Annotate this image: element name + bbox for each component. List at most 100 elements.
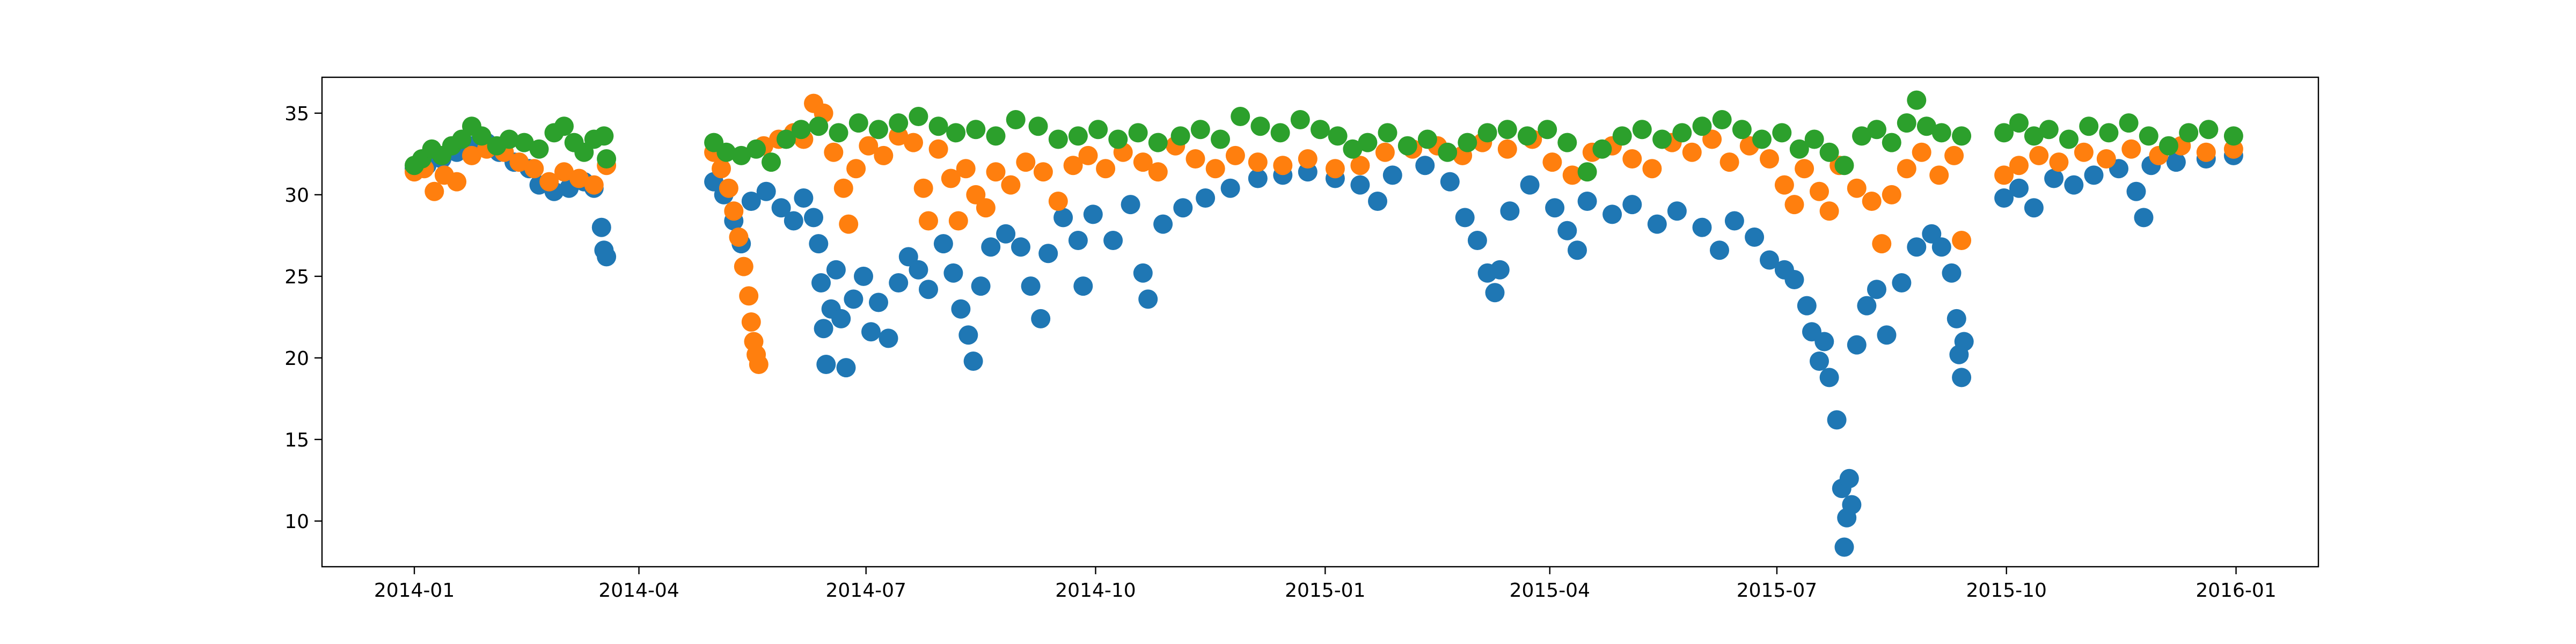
- data-point: [861, 322, 881, 342]
- data-point: [597, 149, 617, 169]
- data-point: [909, 260, 928, 280]
- data-point: [1440, 172, 1460, 192]
- data-point: [1068, 231, 1088, 250]
- data-point: [2096, 149, 2116, 169]
- data-point: [879, 328, 898, 348]
- data-point: [1382, 165, 1402, 185]
- data-point: [1819, 201, 1839, 221]
- data-point: [1121, 195, 1140, 215]
- data-point: [2024, 198, 2044, 218]
- data-point: [1931, 123, 1951, 143]
- data-point: [1745, 227, 1765, 247]
- data-point: [809, 116, 829, 136]
- data-point: [1273, 156, 1293, 175]
- data-point: [1931, 237, 1951, 257]
- data-point: [1021, 276, 1041, 296]
- data-point: [1882, 185, 1901, 204]
- data-point: [1358, 133, 1378, 152]
- data-point: [2166, 152, 2186, 172]
- data-point: [848, 113, 868, 133]
- data-point: [554, 162, 574, 182]
- data-point: [833, 178, 853, 198]
- x-tick-label: 2014-10: [1055, 580, 1136, 602]
- data-point: [1692, 217, 1712, 237]
- data-point: [1929, 165, 1949, 185]
- data-point: [1622, 149, 1642, 169]
- data-point: [1632, 120, 1652, 140]
- data-point: [1096, 159, 1116, 179]
- data-point: [1490, 260, 1510, 280]
- data-point: [1592, 139, 1612, 159]
- data-point: [1577, 192, 1597, 211]
- data-point: [2179, 123, 2199, 143]
- data-point: [1842, 495, 1862, 515]
- data-point: [1053, 208, 1073, 228]
- data-point: [1622, 195, 1642, 215]
- data-point: [1877, 325, 1897, 345]
- data-point: [1760, 250, 1779, 270]
- y-tick-label: 30: [284, 185, 309, 207]
- data-point: [919, 280, 938, 299]
- data-point: [1173, 198, 1193, 218]
- data-point: [2079, 116, 2099, 136]
- data-point: [1477, 123, 1497, 143]
- data-point: [1001, 175, 1021, 195]
- data-point: [2199, 120, 2219, 140]
- data-point: [1063, 156, 1083, 175]
- data-point: [2119, 113, 2139, 133]
- data-point: [1922, 224, 1942, 244]
- data-point: [941, 169, 961, 188]
- data-point: [946, 123, 966, 143]
- data-point: [756, 181, 776, 201]
- data-point: [594, 126, 614, 146]
- x-tick-label: 2014-01: [374, 580, 455, 602]
- data-point: [509, 152, 529, 172]
- data-point: [554, 116, 574, 136]
- data-point: [1078, 145, 1098, 165]
- data-point: [771, 198, 791, 218]
- x-tick-label: 2014-04: [598, 580, 679, 602]
- data-point: [1343, 139, 1363, 159]
- data-point: [1810, 352, 1829, 371]
- data-point: [1497, 139, 1517, 159]
- data-point: [447, 172, 467, 192]
- x-tick-label: 2015-07: [1737, 580, 1817, 602]
- data-point: [958, 325, 978, 345]
- data-point: [529, 139, 549, 159]
- data-point: [1205, 159, 1225, 179]
- data-point: [2159, 136, 2178, 156]
- data-point: [2029, 145, 2049, 165]
- data-point: [1138, 289, 1158, 309]
- data-point: [741, 312, 761, 332]
- data-point: [1994, 123, 2014, 143]
- data-point: [951, 299, 971, 319]
- y-tick-label: 15: [284, 429, 309, 451]
- y-tick-label: 25: [284, 266, 309, 288]
- data-point: [1011, 237, 1030, 257]
- data-point: [986, 126, 1006, 146]
- data-point: [2121, 139, 2141, 159]
- data-point: [1897, 113, 1916, 133]
- y-tick-label: 35: [284, 103, 309, 125]
- data-point: [1804, 129, 1824, 149]
- x-tick-label: 2015-10: [1966, 580, 2047, 602]
- series-3: [405, 90, 2243, 182]
- data-point: [1048, 192, 1068, 211]
- data-point: [1248, 152, 1268, 172]
- data-point: [569, 169, 589, 188]
- data-point: [1033, 162, 1053, 182]
- data-point: [1328, 126, 1348, 146]
- data-point: [425, 181, 444, 201]
- data-point: [1196, 188, 1216, 208]
- data-point: [1882, 133, 1901, 152]
- data-point: [462, 145, 481, 165]
- data-point: [1710, 240, 1729, 260]
- data-point: [1028, 116, 1048, 136]
- data-point: [844, 289, 863, 309]
- data-point: [1795, 159, 1814, 179]
- data-point: [1048, 129, 1068, 149]
- data-point: [1458, 133, 1477, 152]
- data-point: [1325, 159, 1345, 179]
- data-point: [1719, 152, 1739, 172]
